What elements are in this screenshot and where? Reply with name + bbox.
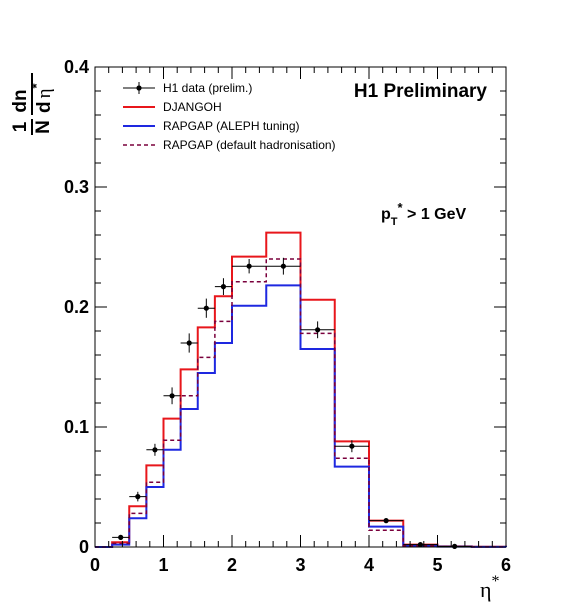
- annotation-rest: > 1 GeV: [403, 206, 467, 223]
- pt-cut-annotation: pT* > 1 GeV: [381, 200, 467, 228]
- legend-marker-point: [136, 85, 142, 91]
- legend-label: RAPGAP (default hadronisation): [163, 138, 336, 152]
- legend-entry-rapgap-aleph-tuning: RAPGAP (ALEPH tuning): [123, 119, 300, 133]
- data-point: [214, 278, 232, 295]
- axis-ticks: 0 1 2 3 4 5 6 0 0.1 0.2 0.3 0.4: [64, 57, 511, 575]
- point-marker: [417, 542, 423, 548]
- legend-label: DJANGOH: [163, 100, 222, 114]
- y-tick-label: 0.4: [64, 57, 89, 77]
- data-point: [197, 298, 215, 318]
- point-marker: [169, 393, 175, 399]
- data-point: [112, 534, 130, 541]
- point-marker: [152, 447, 158, 453]
- data-point: [300, 321, 335, 339]
- y-label-den-sup: *: [29, 82, 44, 88]
- x-axis-label: η*: [480, 573, 500, 602]
- point-marker: [186, 340, 192, 346]
- annotation-sub: T: [391, 216, 398, 228]
- legend: H1 data (prelim.) DJANGOH RAPGAP (ALEPH tu…: [123, 81, 336, 152]
- x-tick-label: 3: [295, 555, 305, 575]
- y-tick-label: 0: [79, 537, 89, 557]
- x-tick-label: 6: [501, 555, 511, 575]
- point-marker: [452, 543, 458, 550]
- point-marker: [203, 305, 209, 311]
- point-marker: [315, 327, 321, 333]
- legend-label: RAPGAP (ALEPH tuning): [163, 119, 300, 133]
- y-axis-label: 1 N dn dη*: [10, 73, 55, 135]
- y-tick-label: 0.2: [64, 297, 89, 317]
- y-label-den-d: d: [34, 101, 55, 113]
- point-marker: [349, 443, 355, 449]
- series-rapgap-default-hadronisation: [95, 258, 507, 548]
- point-marker: [383, 518, 389, 524]
- x-tick-label: 0: [90, 555, 100, 575]
- y-label-expr-num: dn: [10, 89, 31, 112]
- data-point: [232, 259, 267, 274]
- annotation-sup: *: [398, 200, 404, 215]
- x-tick-label: 4: [364, 555, 374, 575]
- y-label-frac-den: N: [33, 120, 54, 134]
- data-point: [403, 542, 438, 548]
- x-tick-label: 5: [432, 555, 442, 575]
- point-marker: [246, 263, 252, 269]
- legend-entry-h1-data-prelim: H1 data (prelim.): [123, 81, 252, 95]
- data-points-layer: [112, 257, 472, 550]
- y-tick-label: 0.1: [64, 417, 89, 437]
- data-point: [129, 491, 147, 502]
- data-point: [163, 387, 181, 405]
- point-marker: [135, 494, 141, 500]
- data-point: [146, 443, 164, 456]
- y-label-den-eta: η: [34, 88, 55, 98]
- y-label-expr-den: dη*: [29, 82, 55, 113]
- point-marker: [118, 534, 124, 541]
- x-tick-label: 1: [158, 555, 168, 575]
- x-axis-label-base: η: [480, 577, 492, 602]
- data-point: [180, 333, 198, 353]
- chart-title: H1 Preliminary: [354, 81, 487, 102]
- x-tick-label: 2: [227, 555, 237, 575]
- data-point: [266, 257, 301, 275]
- annotation-base: p: [381, 206, 391, 223]
- y-tick-label: 0.3: [64, 177, 89, 197]
- legend-entry-djangoh: DJANGOH: [123, 100, 222, 114]
- legend-entry-rapgap-default-hadronisation: RAPGAP (default hadronisation): [123, 138, 336, 152]
- x-axis-label-sup: *: [492, 573, 500, 590]
- legend-label: H1 data (prelim.): [163, 81, 252, 95]
- point-marker: [220, 284, 227, 290]
- point-marker: [280, 263, 286, 269]
- y-label-frac-num: 1: [10, 121, 31, 132]
- data-point: [334, 440, 369, 453]
- data-point: [369, 518, 404, 524]
